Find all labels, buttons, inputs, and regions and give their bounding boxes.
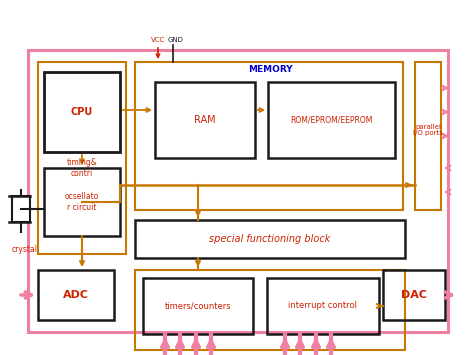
Text: ADC: ADC bbox=[63, 290, 89, 300]
Bar bbox=[383, 270, 445, 320]
Text: ROM/EPROM/EEPROM: ROM/EPROM/EEPROM bbox=[290, 115, 372, 125]
Bar bbox=[135, 270, 405, 350]
Text: ocsellato
r circuit: ocsellato r circuit bbox=[65, 192, 99, 212]
Text: MEMORY: MEMORY bbox=[248, 66, 292, 75]
Bar bbox=[38, 270, 114, 320]
Text: CPU: CPU bbox=[71, 107, 93, 117]
Text: DAC: DAC bbox=[401, 290, 427, 300]
Text: timers/counters: timers/counters bbox=[164, 301, 231, 311]
Bar bbox=[135, 62, 403, 210]
Text: timing&
contri: timing& contri bbox=[67, 158, 97, 178]
Text: special functioning block: special functioning block bbox=[210, 234, 331, 244]
Text: VCC: VCC bbox=[151, 37, 165, 43]
Text: GND: GND bbox=[168, 37, 184, 43]
Bar bbox=[267, 278, 379, 334]
Bar bbox=[44, 72, 120, 152]
Text: interrupt control: interrupt control bbox=[289, 301, 357, 311]
Bar bbox=[155, 82, 255, 158]
Text: crystal: crystal bbox=[12, 246, 38, 255]
Bar bbox=[12, 196, 30, 222]
Bar bbox=[44, 168, 120, 236]
Bar bbox=[143, 278, 253, 334]
Bar bbox=[268, 82, 395, 158]
Text: RAM: RAM bbox=[194, 115, 216, 125]
Bar bbox=[135, 220, 405, 258]
Bar bbox=[415, 62, 441, 210]
Bar bbox=[38, 62, 126, 254]
Bar bbox=[28, 50, 448, 332]
Text: parallel
I/O ports: parallel I/O ports bbox=[413, 124, 443, 137]
